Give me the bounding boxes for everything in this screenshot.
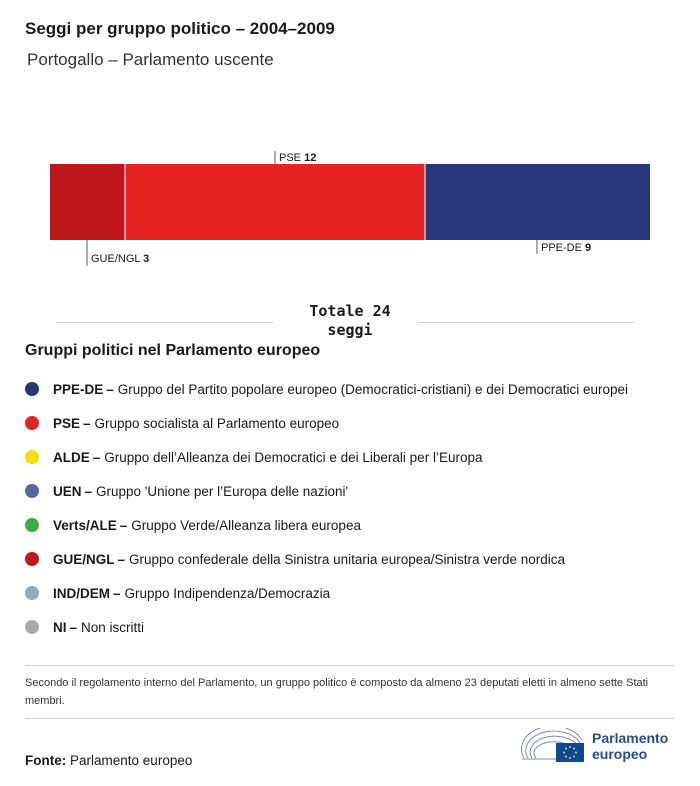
legend-separator: –	[117, 551, 126, 567]
segment-label-value: 12	[304, 152, 316, 164]
note-divider-bottom	[25, 718, 675, 719]
legend-abbr: UEN	[53, 483, 82, 499]
legend-abbr: PPE-DE	[53, 381, 104, 397]
legend-desc: Gruppo socialista al Parlamento europeo	[94, 415, 340, 431]
legend-item: UEN – Gruppo 'Unione per l’Europa delle na…	[25, 474, 628, 508]
source-label: Fonte:	[25, 753, 67, 768]
legend-abbr: NI	[53, 619, 67, 635]
legend-desc: Non iscritti	[81, 619, 145, 635]
segment-label-name: PPE-DE	[541, 242, 585, 254]
legend-dot	[25, 416, 39, 430]
legend-abbr: GUE/NGL	[53, 551, 115, 567]
legend: PPE-DE – Gruppo del Partito popolare europ…	[25, 372, 628, 644]
segment-label-name: PSE	[279, 152, 304, 164]
legend-desc: Gruppo del Partito popolare europeo (Dem…	[117, 381, 629, 397]
legend-abbr: Verts/ALE	[53, 517, 117, 533]
legend-dot	[25, 586, 39, 600]
chart-subtitle: Portogallo – Parlamento uscente	[27, 50, 274, 69]
segment-label: PSE 12	[279, 152, 316, 164]
legend-item: PSE – Gruppo socialista al Parlamento euro…	[25, 406, 628, 440]
legend-separator: –	[106, 381, 114, 397]
legend-item: IND/DEM – Gruppo Indipendenza/Democrazia	[25, 576, 628, 610]
legend-desc: Gruppo Verde/Alleanza libera europea	[131, 517, 361, 533]
legend-item: NI – Non iscritti	[25, 610, 628, 644]
legend-dot	[25, 518, 39, 532]
legend-item: ALDE – Gruppo dell’Alleanza dei Democratic…	[25, 440, 628, 474]
logo-text: Parlamento europeo	[592, 730, 668, 762]
legend-desc: Gruppo confederale della Sinistra unitar…	[129, 551, 566, 567]
legend-abbr: ALDE	[53, 449, 90, 465]
segment-label: PPE-DE 9	[541, 242, 591, 254]
segment-label-value: 9	[585, 242, 591, 254]
legend-dot	[25, 484, 39, 498]
legend-dot	[25, 450, 39, 464]
bar-segment-ppede	[425, 164, 650, 240]
total-seats-label: Totale 24 seggi	[309, 302, 391, 339]
legend-separator: –	[92, 449, 101, 465]
segment-label-name: GUE/NGL	[91, 253, 143, 265]
bar-segment-guengl	[50, 164, 125, 240]
footnote: Secondo il regolamento interno del Parla…	[25, 677, 649, 707]
stacked-bar-chart: GUE/NGL 3 PSE 12 PPE-DE 9	[50, 151, 650, 266]
legend-dot	[25, 382, 39, 396]
source-value: Parlamento europeo	[70, 753, 193, 768]
legend-dot	[25, 620, 39, 634]
segment-label: GUE/NGL 3	[91, 253, 149, 265]
legend-separator: –	[69, 619, 78, 635]
legend-item: GUE/NGL – Gruppo confederale della Sinistr…	[25, 542, 628, 576]
legend-desc: Gruppo 'Unione per l’Europa delle nazion…	[96, 483, 349, 499]
legend-desc: Gruppo dell’Alleanza dei Democratici e d…	[104, 449, 483, 465]
legend-item: Verts/ALE – Gruppo Verde/Alleanza libera e…	[25, 508, 628, 542]
chart-title: Seggi per gruppo politico – 2004–2009	[25, 19, 335, 38]
legend-desc: Gruppo Indipendenza/Democrazia	[124, 585, 331, 601]
legend-abbr: PSE	[53, 415, 81, 431]
logo-text-line1: Parlamento	[592, 730, 669, 746]
bar-segment-pse	[125, 164, 425, 240]
note-divider-top	[25, 665, 675, 666]
logo-text-line2: europeo	[592, 746, 648, 762]
segment-label-value: 3	[143, 253, 149, 265]
source: Fonte: Parlamento europeo	[25, 753, 192, 768]
legend-title: Gruppi politici nel Parlamento europeo	[25, 342, 321, 359]
hemicycle-flag-icon	[521, 728, 584, 762]
total-divider-right	[418, 322, 634, 323]
legend-separator: –	[83, 415, 91, 431]
legend-item: PPE-DE – Gruppo del Partito popolare europ…	[25, 372, 628, 406]
total-seats-block: Totale 24 seggi	[56, 302, 634, 342]
legend-dot	[25, 552, 39, 566]
european-parliament-logo: Parlamento europeo	[520, 728, 668, 764]
legend-separator: –	[84, 483, 93, 499]
legend-abbr: IND/DEM	[53, 585, 110, 601]
legend-separator: –	[113, 585, 121, 601]
legend-separator: –	[119, 517, 128, 533]
total-divider-left	[56, 322, 273, 323]
